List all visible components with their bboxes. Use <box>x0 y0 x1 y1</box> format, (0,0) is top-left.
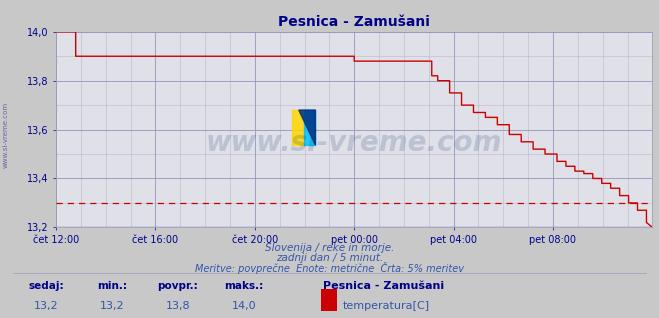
Bar <box>291 110 304 145</box>
Bar <box>304 110 316 145</box>
Text: Pesnica - Zamušani: Pesnica - Zamušani <box>323 281 444 291</box>
Text: zadnji dan / 5 minut.: zadnji dan / 5 minut. <box>276 253 383 263</box>
Text: www.si-vreme.com: www.si-vreme.com <box>2 102 9 168</box>
Text: 13,2: 13,2 <box>34 301 59 310</box>
Text: maks.:: maks.: <box>224 281 264 291</box>
Text: www.si-vreme.com: www.si-vreme.com <box>206 129 502 157</box>
Text: 13,2: 13,2 <box>100 301 125 310</box>
Polygon shape <box>299 110 316 145</box>
Text: 13,8: 13,8 <box>165 301 190 310</box>
Text: sedaj:: sedaj: <box>28 281 64 291</box>
Text: 14,0: 14,0 <box>231 301 256 310</box>
Text: min.:: min.: <box>97 281 127 291</box>
Title: Pesnica - Zamušani: Pesnica - Zamušani <box>278 15 430 29</box>
Text: povpr.:: povpr.: <box>158 281 198 291</box>
Text: Slovenija / reke in morje.: Slovenija / reke in morje. <box>265 243 394 253</box>
Text: temperatura[C]: temperatura[C] <box>343 301 430 310</box>
Text: Meritve: povprečne  Enote: metrične  Črta: 5% meritev: Meritve: povprečne Enote: metrične Črta:… <box>195 262 464 274</box>
